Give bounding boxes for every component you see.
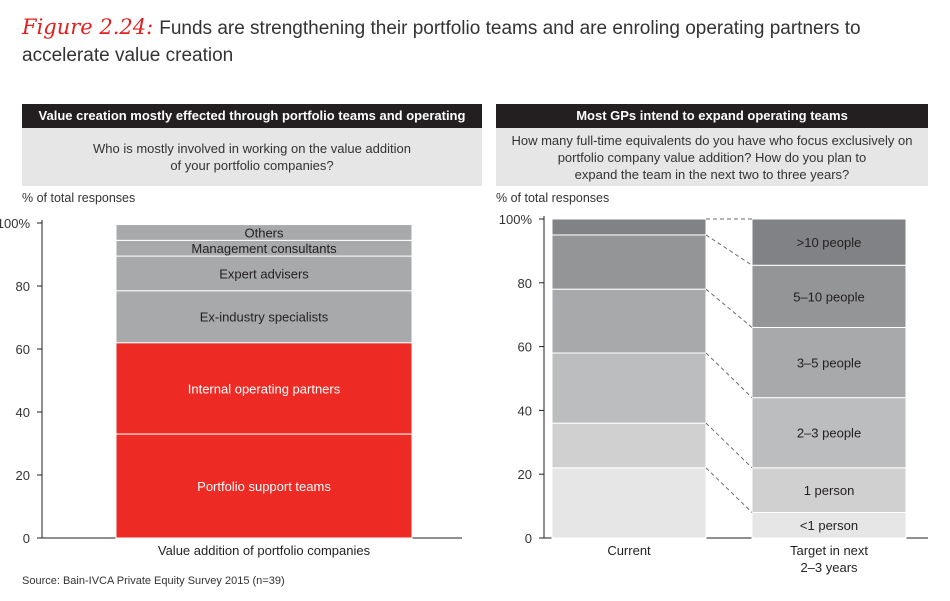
- left-panel-header: Value creation mostly effected through p…: [22, 104, 482, 147]
- right-segment-label: 5–10 people: [793, 289, 865, 304]
- left-panel-question: Who is mostly involved in working on the…: [22, 128, 482, 186]
- right-bar-segment: [751, 218, 907, 266]
- right-bar-segment: [551, 288, 707, 354]
- right-segment-label: >10 people: [797, 235, 862, 250]
- right-x-category-label: 2–3 years: [800, 560, 858, 575]
- right-y-tick-label: 80: [518, 276, 532, 291]
- right-bar-segment: [551, 352, 707, 424]
- right-y-tick-label: 60: [518, 340, 532, 355]
- right-bar-segment: [751, 264, 907, 328]
- right-connector-line: [705, 234, 753, 266]
- right-bar-segment: [551, 234, 707, 290]
- left-bar-segment: [115, 342, 413, 435]
- right-panel-question: How many full-time equivalents do you ha…: [496, 128, 928, 186]
- right-bar-segment: [751, 467, 907, 513]
- left-segment-label: Others: [244, 225, 284, 240]
- left-y-tick-label: 100%: [0, 216, 30, 231]
- left-segment-label: Internal operating partners: [188, 381, 341, 396]
- left-bar-segment: [115, 433, 413, 539]
- right-y-tick-label: 20: [518, 467, 532, 482]
- left-stacked-bar-chart: 0 20 40 60 80 100% Portfolio support teams Inte…: [0, 216, 462, 558]
- right-bar-segment: [751, 326, 907, 399]
- left-segment-label: Expert advisers: [219, 266, 309, 281]
- right-y-tick-label: 40: [518, 403, 532, 418]
- left-bar-segment: [115, 255, 413, 292]
- left-question-line-2: of your portfolio companies?: [170, 158, 334, 173]
- left-bar-segment: [115, 224, 413, 241]
- right-bar-segment: [551, 218, 707, 236]
- left-y-tick-label: 20: [16, 468, 30, 483]
- right-segment-label: 3–5 people: [797, 356, 861, 371]
- right-question-line-2: portfolio company value addition? How do…: [557, 149, 867, 165]
- left-bar-segment: [115, 290, 413, 344]
- figure-title-text: Funds are strengthening their portfolio …: [22, 18, 861, 66]
- right-segment-label: 1 person: [804, 483, 855, 498]
- right-bar-segment: [551, 422, 707, 469]
- left-segment-label: Management consultants: [191, 241, 337, 256]
- right-question-line-3: expand the team in the next two to three…: [574, 166, 850, 182]
- right-question-line-1: How many full-time equivalents do you ha…: [511, 132, 913, 148]
- left-y-tick-label: 0: [23, 531, 30, 546]
- right-connector-line: [705, 467, 753, 513]
- left-y-axis-label: % of total responses: [22, 191, 136, 205]
- right-bar-segment: [751, 397, 907, 469]
- right-connector-line: [705, 288, 753, 328]
- right-segment-label: 2–3 people: [797, 426, 861, 441]
- figure-title: Figure 2.24: Funds are strengthening thei…: [22, 14, 942, 69]
- right-x-category-label: Current: [607, 543, 651, 558]
- left-question-line-1: Who is mostly involved in working on the…: [93, 141, 411, 156]
- right-bar-segment: [551, 467, 707, 539]
- right-y-tick-label: 100%: [499, 212, 533, 227]
- right-stacked-bar-chart: 0 20 40 60 80 100% <1 person 1 person 2–3 people…: [499, 212, 928, 575]
- source-note: Source: Bain-IVCA Private Equity Survey …: [22, 575, 285, 587]
- right-panel-header: Most GPs intend to expand operating team…: [496, 104, 928, 128]
- figure-label: Figure 2.24:: [22, 15, 154, 39]
- right-x-category-label: Target in next: [790, 543, 868, 558]
- right-y-axis-label: % of total responses: [496, 191, 610, 205]
- left-y-tick-label: 60: [16, 342, 30, 357]
- left-segment-label: Ex-industry specialists: [200, 310, 329, 325]
- left-y-tick-label: 40: [16, 405, 30, 420]
- left-y-tick-label: 80: [16, 279, 30, 294]
- right-y-tick-label: 0: [525, 531, 532, 546]
- right-segment-label: <1 person: [800, 518, 858, 533]
- right-connector-line: [705, 422, 753, 469]
- right-connector-line: [705, 352, 753, 398]
- left-segment-label: Portfolio support teams: [197, 479, 331, 494]
- right-bar-segment: [751, 511, 907, 539]
- left-x-category-label: Value addition of portfolio companies: [158, 543, 371, 558]
